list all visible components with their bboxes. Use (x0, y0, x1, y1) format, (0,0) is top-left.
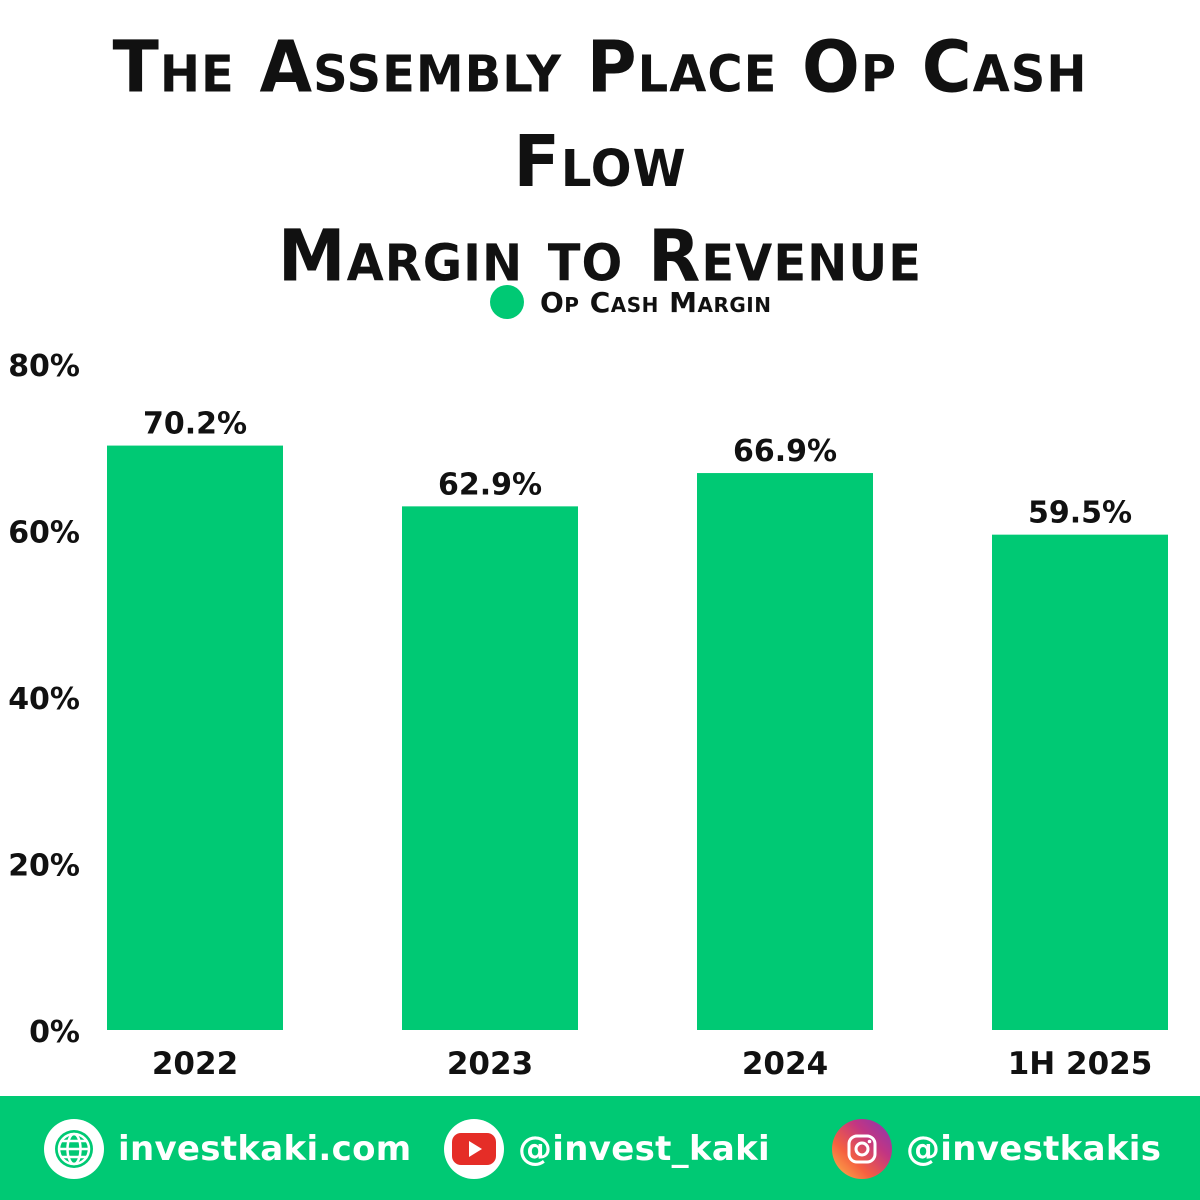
data-label: 62.9% (438, 467, 542, 502)
youtube-icon (444, 1119, 504, 1179)
bar (992, 534, 1168, 1030)
instagram-text: @investkakis (906, 1129, 1162, 1169)
legend: Op Cash Margin (490, 282, 771, 322)
y-tick-label: 60% (8, 516, 80, 551)
website-text: investkaki.com (118, 1129, 412, 1169)
globe-icon (44, 1119, 104, 1179)
legend-marker (490, 285, 524, 319)
legend-label: Op Cash Margin (540, 285, 772, 319)
bar (697, 473, 873, 1030)
y-tick-label: 40% (8, 682, 80, 717)
bar (107, 445, 283, 1031)
bar (402, 506, 578, 1030)
data-label: 59.5% (1028, 496, 1132, 531)
bar-chart: 0% 20% 40% 60% 80% 70.2% 2022 62.9% 2023 66.9% 202… (8, 349, 1168, 1082)
y-tick-label: 0% (29, 1015, 80, 1050)
x-tick-label: 2024 (742, 1046, 828, 1082)
y-tick-label: 80% (8, 349, 80, 384)
x-tick-label: 2022 (152, 1046, 238, 1082)
youtube-link[interactable]: @invest_kaki (444, 1118, 770, 1180)
data-label: 70.2% (143, 407, 247, 442)
footer-bar: investkaki.com @invest_kaki @investkakis (0, 1096, 1200, 1200)
youtube-text: @invest_kaki (518, 1129, 770, 1169)
chart-title-line-2: Margin to Revenue (277, 215, 923, 299)
y-tick-label: 20% (8, 849, 80, 884)
chart-title: The Assembly Place Op Cash Flow Margin t… (40, 21, 1160, 305)
instagram-link[interactable]: @investkakis (832, 1118, 1161, 1180)
chart-title-line-1: The Assembly Place Op Cash Flow (112, 26, 1088, 204)
x-tick-label: 1H 2025 (1008, 1046, 1153, 1082)
data-label: 66.9% (733, 434, 837, 469)
website-link[interactable]: investkaki.com (44, 1118, 411, 1180)
instagram-icon (832, 1119, 892, 1179)
x-tick-label: 2023 (447, 1046, 533, 1082)
